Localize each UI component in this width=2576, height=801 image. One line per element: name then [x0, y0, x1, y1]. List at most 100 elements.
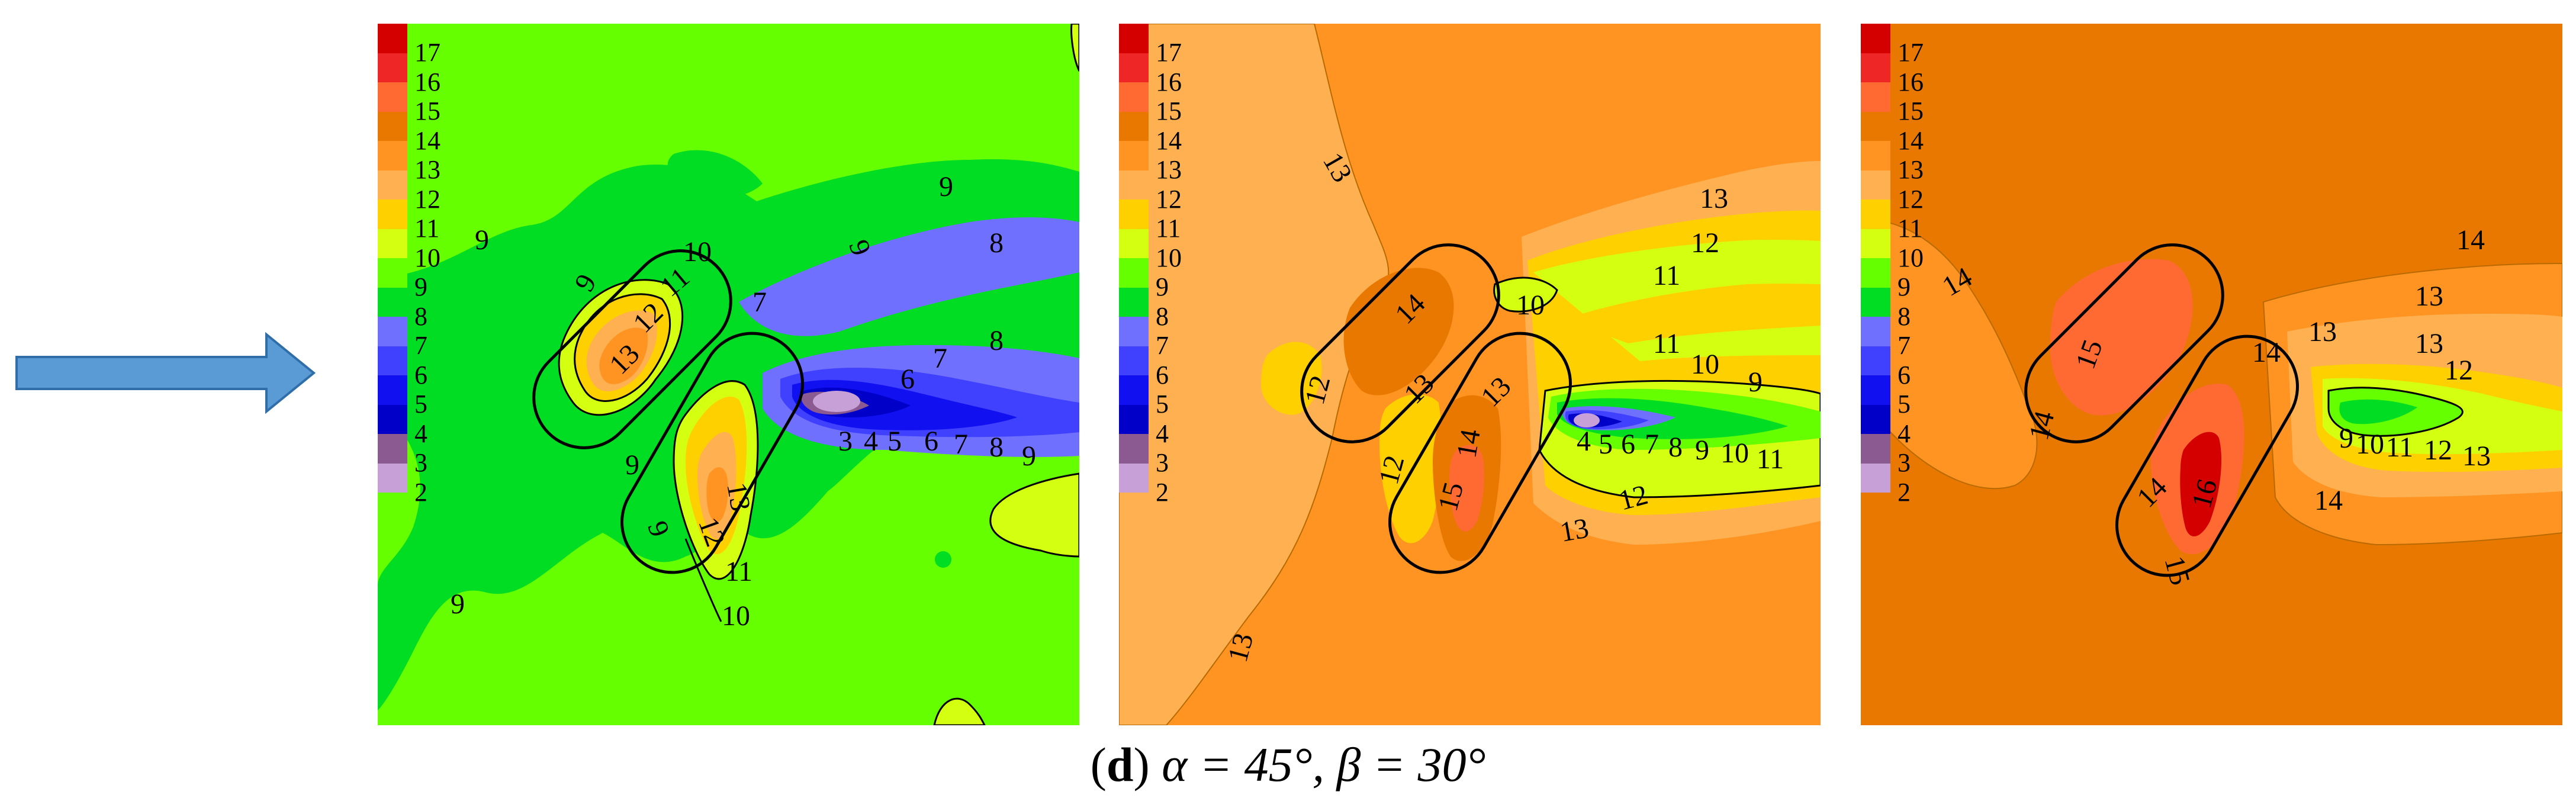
contour-field-right [1861, 24, 2562, 725]
contour-label: 12 [627, 297, 669, 339]
contour-label: 10 [722, 600, 750, 632]
legend-swatch [1861, 111, 1890, 141]
contour-label: 9 [451, 588, 465, 620]
legend-swatch [378, 111, 407, 141]
legend-swatch [378, 434, 407, 464]
legend-level-label: 9 [1156, 272, 1169, 301]
legend-level-label: 10 [1898, 243, 1924, 272]
legend-swatch [1861, 404, 1890, 434]
legend-swatch [1119, 346, 1149, 375]
contour-label: 11 [725, 556, 752, 587]
legend-swatch [378, 170, 407, 200]
legend-level-label: 4 [1156, 419, 1169, 448]
contour-label: 11 [1653, 328, 1680, 359]
contour-label: 12 [2445, 355, 2473, 386]
contour-label: 16 [2186, 476, 2224, 512]
legend-swatch [378, 24, 407, 53]
contour-label: 14 [1451, 427, 1487, 460]
legend-swatch [1119, 258, 1149, 288]
caption-letter: d [1106, 738, 1134, 792]
legend-level-label: 3 [414, 448, 427, 477]
legend-labels-right: 17 16 15 14 13 12 11 10 9 8 7 6 5 4 3 2 [1898, 38, 1924, 507]
legend-swatch [378, 346, 407, 375]
contour-label: 7 [954, 429, 968, 460]
legend-level-label: 16 [414, 67, 440, 96]
legend-swatch [1119, 375, 1149, 405]
legend-level-label: 14 [1156, 126, 1182, 155]
legend-labels-left: 17 16 15 14 13 12 11 10 9 8 7 6 5 4 3 2 [414, 38, 440, 507]
contour-panel-right: 17 16 15 14 13 12 11 10 9 8 7 6 5 4 3 2 14 14 13 13 13 15 14 1… [1861, 24, 2562, 725]
legend-level-label: 12 [1156, 184, 1182, 214]
contour-label: 10 [1516, 289, 1545, 321]
legend-swatch [1119, 287, 1149, 317]
legend-swatch [378, 53, 407, 82]
contour-label: 8 [989, 227, 1004, 259]
legend-level-label: 13 [1898, 155, 1924, 184]
legend-level-label: 2 [414, 477, 427, 507]
contour-panel-left: 17 16 15 14 13 12 11 10 9 8 7 6 5 4 3 2 9 9 9 10 11 12 13 7 9 8 8… [378, 24, 1079, 725]
contour-label: 8 [989, 325, 1004, 356]
legend-swatch [1861, 434, 1890, 464]
legend-level-label: 17 [1156, 38, 1182, 67]
contour-label: 9 [1695, 435, 1709, 466]
legend-left [378, 24, 407, 493]
contour-label: 13 [1700, 183, 1728, 214]
legend-level-label: 14 [1898, 126, 1924, 155]
caption-open-paren: ( [1090, 738, 1107, 792]
contour-label: 11 [1757, 443, 1784, 475]
contour-label: 11 [1653, 260, 1680, 291]
contour-label: 13 [721, 480, 757, 513]
legend-level-label: 3 [1898, 448, 1911, 477]
legend-swatch [378, 317, 407, 346]
legend-right [1861, 24, 1890, 493]
legend-level-label: 9 [1898, 272, 1911, 301]
contour-label: 12 [1373, 452, 1411, 488]
legend-level-label: 15 [414, 96, 440, 126]
legend-level-label: 11 [414, 214, 440, 243]
contour-label: 13 [1558, 512, 1591, 548]
contour-label: 14 [2252, 337, 2281, 368]
legend-level-label: 11 [1898, 214, 1923, 243]
contour-label: 9 [641, 517, 676, 541]
contour-label: 9 [1748, 366, 1763, 398]
contour-label: 11 [2386, 432, 2413, 463]
contour-label: 3 [838, 426, 853, 457]
legend-level-label: 10 [414, 243, 440, 272]
contour-label: 14 [2023, 408, 2061, 443]
legend-level-label: 7 [1898, 331, 1911, 360]
contour-field-left [378, 24, 1079, 725]
legend-swatch [1119, 317, 1149, 346]
legend-level-label: 15 [1156, 96, 1182, 126]
contour-label: 9 [625, 449, 639, 481]
contour-label: 4 [1577, 426, 1591, 457]
legend-swatch [378, 463, 407, 493]
legend-level-label: 8 [1898, 301, 1911, 331]
legend-level-label: 17 [414, 38, 440, 67]
legend-level-label: 16 [1156, 67, 1182, 96]
contour-label: 15 [1432, 479, 1470, 514]
contour-label: 7 [933, 343, 947, 374]
legend-level-label: 13 [1156, 155, 1182, 184]
contour-label: 10 [1691, 349, 1719, 380]
figure-caption: (d) α = 45°, β = 30° [0, 737, 2576, 793]
contour-label: 4 [864, 426, 878, 457]
legend-swatch [1861, 375, 1890, 405]
legend-level-label: 4 [1898, 419, 1911, 448]
legend-level-label: 17 [1898, 38, 1924, 67]
contour-label: 13 [2415, 281, 2443, 312]
legend-swatch [1119, 170, 1149, 200]
contour-label: 13 [1317, 147, 1358, 188]
contour-label: 15 [2070, 336, 2109, 373]
legend-swatch [1861, 24, 1890, 53]
legend-swatch [1861, 229, 1890, 258]
legend-swatch [1861, 53, 1890, 82]
legend-level-label: 12 [414, 184, 440, 214]
legend-swatch [1119, 229, 1149, 258]
contour-label: 9 [568, 269, 603, 297]
legend-swatch [378, 229, 407, 258]
legend-swatch [1861, 287, 1890, 317]
legend-swatch [1119, 111, 1149, 141]
contour-label: 9 [475, 224, 489, 256]
legend-labels-middle: 17 16 15 14 13 12 11 10 9 8 7 6 5 4 3 2 [1156, 38, 1182, 507]
